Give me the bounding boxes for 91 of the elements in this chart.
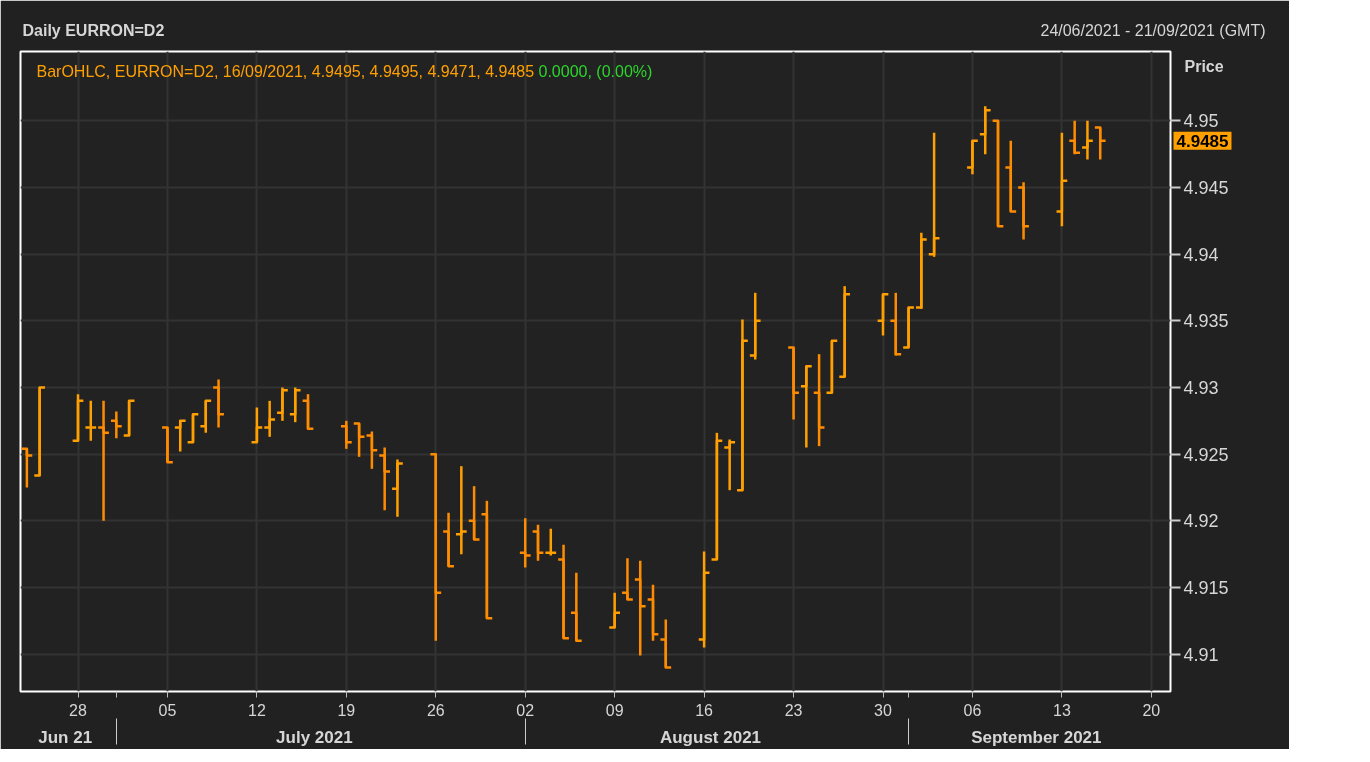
candlestick — [901, 306, 916, 349]
candlestick — [633, 559, 647, 657]
candlestick — [889, 291, 903, 357]
candlestick — [1068, 119, 1082, 156]
candlestick — [480, 499, 494, 620]
candlestick — [710, 431, 724, 561]
x-tick-label: 28 — [69, 701, 87, 719]
candlestick — [33, 386, 47, 477]
candlestick — [735, 318, 750, 492]
candlestick — [838, 284, 852, 379]
candlestick — [723, 438, 737, 492]
candlestick — [927, 131, 941, 259]
y-tick-label: 4.95 — [1183, 111, 1219, 132]
candlestick — [608, 591, 622, 629]
candlestick — [122, 399, 136, 437]
candlestick — [96, 399, 111, 523]
candlestick — [556, 543, 571, 640]
candlestick — [569, 571, 583, 643]
y-tick-label: 4.935 — [1183, 311, 1229, 332]
candlestick — [263, 399, 277, 439]
annotation: 0.0000, (0.00%) — [538, 63, 653, 80]
candlestick — [211, 378, 226, 429]
candlestick — [799, 364, 813, 449]
candlestick — [1055, 131, 1069, 228]
y-tick-label: 4.915 — [1183, 578, 1229, 598]
candlestick — [71, 392, 85, 443]
candlestick — [109, 410, 123, 440]
candlestick — [288, 386, 302, 424]
candlestick — [531, 523, 545, 563]
candlestick — [825, 339, 839, 395]
candlestick — [365, 430, 379, 471]
candlestick — [518, 516, 532, 569]
candlestick — [965, 139, 980, 176]
x-tick-label: 06 — [963, 701, 982, 719]
candlestick — [748, 291, 762, 361]
candlestick — [786, 346, 801, 421]
candlestick — [991, 119, 1005, 228]
candlestick — [914, 231, 928, 311]
candlestick — [646, 583, 660, 643]
annotation: BarOHLC, EURRON=D2, 16/09/2021, 4.9495, 4.9495, 4.9471, 4.9485 — [36, 63, 535, 80]
x2-tick-label: August 2021 — [659, 727, 762, 747]
chart-title: Daily EURRON=D2 — [22, 22, 165, 39]
x-tick-label: 26 — [426, 701, 445, 719]
x-tick-label: 16 — [695, 701, 714, 719]
candlestick — [1080, 119, 1095, 161]
candlestick — [659, 618, 673, 669]
candlestick — [301, 392, 315, 431]
candlestick — [620, 556, 635, 601]
candlestick — [339, 419, 353, 451]
x2-tick-label: July 2021 — [276, 727, 353, 747]
candlestick — [275, 386, 290, 423]
candlestick — [1004, 139, 1018, 213]
candlestick — [199, 399, 213, 435]
chart-subtitle: 24/06/2021 - 21/09/2021 (GMT) — [1040, 22, 1266, 39]
y-tick-label: 4.945 — [1183, 178, 1229, 198]
y-tick-label: 4.94 — [1183, 244, 1219, 265]
y-tick-label: 4.92 — [1183, 511, 1219, 532]
candlestick — [467, 484, 481, 541]
candlestick — [441, 511, 456, 568]
y-tick-label: 4.925 — [1183, 444, 1229, 465]
x-tick-label: 13 — [1052, 701, 1071, 719]
candlestick — [173, 419, 187, 453]
x-tick-label: 30 — [874, 701, 892, 719]
candlestick — [1093, 126, 1107, 161]
candlestick — [250, 406, 264, 444]
y-axis-title: Price — [1184, 58, 1224, 75]
candlestick — [186, 412, 200, 444]
candlestick — [84, 399, 98, 443]
x2-tick-label: Jun 21 — [38, 727, 93, 747]
candlestick — [812, 352, 826, 448]
candlestick — [429, 452, 443, 643]
candlestick — [454, 464, 468, 556]
y-tick-label: 4.93 — [1183, 378, 1219, 398]
x-tick-label: 19 — [337, 701, 356, 719]
candlestick — [352, 422, 366, 459]
x-tick-label: 23 — [784, 701, 803, 719]
x-tick-label: 09 — [605, 701, 624, 719]
candlestick — [390, 458, 405, 519]
candlestick — [378, 446, 392, 512]
candlestick — [697, 550, 711, 649]
y-tick-label: 4.91 — [1183, 644, 1219, 665]
x-tick-label: 12 — [247, 701, 266, 719]
candlestick — [876, 292, 890, 337]
x-tick-label: 20 — [1142, 701, 1161, 719]
x2-tick-label: September 2021 — [971, 727, 1102, 747]
candlestick — [978, 104, 992, 156]
x-tick-label: 05 — [158, 701, 177, 719]
candlestick — [1016, 180, 1031, 241]
x-tick-label: 02 — [516, 701, 535, 719]
candlestick — [160, 426, 175, 464]
text: 4.9485 — [1176, 131, 1229, 151]
